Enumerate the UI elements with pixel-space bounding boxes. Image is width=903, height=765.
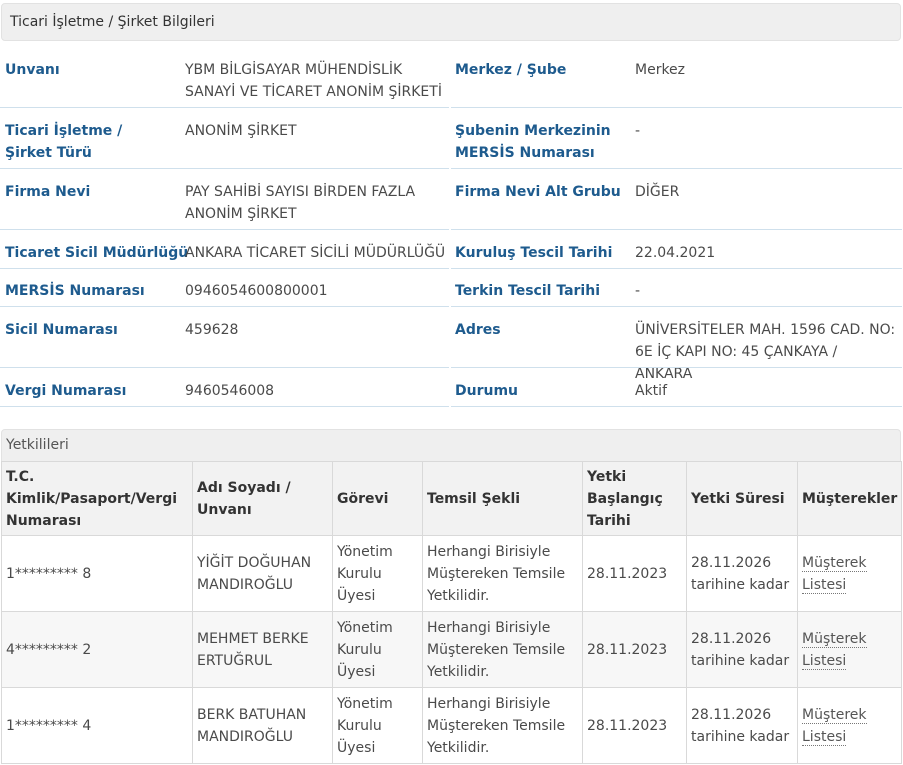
sube-mersis-label: Şubenin Merkezinin MERSİS Numarası	[455, 123, 611, 161]
table-row: 1********* 4 BERK BATUHAN MANDIROĞLU Yön…	[1, 687, 902, 764]
cell-duration: 28.11.2026 tarihine kadar	[686, 611, 798, 688]
firma-nevi-label: Firma Nevi	[5, 184, 91, 200]
mersis-label: MERSİS Numarası	[5, 283, 145, 299]
sicil-no-value: 459628	[185, 322, 239, 338]
divider	[0, 367, 449, 368]
durum-value: Aktif	[635, 383, 667, 399]
cell-musterekler: Müşterek Listesi	[797, 535, 902, 612]
sirket-turu-value: ANONİM ŞİRKET	[185, 123, 297, 139]
unvani-label: Unvanı	[5, 62, 60, 78]
authorized-table: T.C. Kimlik/Pasaport/Vergi Numarası Adı …	[1, 461, 902, 764]
unvani-value: YBM BİLGİSAYAR MÜHENDİSLİK SANAYİ VE TİC…	[185, 62, 442, 100]
sube-mersis-value: -	[635, 123, 641, 139]
firma-nevi-alt-value: DİĞER	[635, 184, 680, 200]
cell-role: Yönetim Kurulu Üyesi	[332, 611, 423, 688]
col-header-name: Adı Soyadı / Unvanı	[192, 461, 333, 536]
durum-label: Durumu	[455, 383, 519, 399]
cell-duration: 28.11.2026 tarihine kadar	[686, 687, 798, 764]
cell-musterekler: Müşterek Listesi	[797, 611, 902, 688]
vergi-label: Vergi Numarası	[5, 383, 127, 399]
cell-name: YİĞİT DOĞUHAN MANDIROĞLU	[192, 535, 333, 612]
adres-label: Adres	[455, 322, 501, 338]
adres-value: ÜNİVERSİTELER MAH. 1596 CAD. NO: 6E İÇ K…	[635, 322, 896, 382]
cell-role: Yönetim Kurulu Üyesi	[332, 687, 423, 764]
cell-temsil: Herhangi Birisiyle Müştereken Temsile Ye…	[422, 611, 583, 688]
sicil-no-label: Sicil Numarası	[5, 322, 118, 338]
divider	[0, 406, 449, 407]
terkin-label: Terkin Tescil Tarihi	[455, 283, 600, 299]
cell-id: 4********* 2	[1, 611, 193, 688]
firma-nevi-value: PAY SAHİBİ SAYISI BİRDEN FAZLA ANONİM Şİ…	[185, 184, 416, 222]
cell-name: BERK BATUHAN MANDIROĞLU	[192, 687, 333, 764]
cell-musterekler: Müşterek Listesi	[797, 687, 902, 764]
firma-nevi-alt-label: Firma Nevi Alt Grubu	[455, 184, 621, 200]
divider	[0, 107, 449, 108]
authorized-title: Yetkilileri	[1, 429, 901, 462]
merkez-sube-label: Merkez / Şube	[455, 62, 567, 78]
divider	[451, 406, 902, 407]
sirket-turu-label: Ticari İşletme / Şirket Türü	[5, 123, 123, 161]
col-header-duration: Yetki Süresi	[686, 461, 798, 536]
col-header-id: T.C. Kimlik/Pasaport/Vergi Numarası	[1, 461, 193, 536]
cell-id: 1********* 4	[1, 687, 193, 764]
col-header-musterekler: Müşterekler	[797, 461, 902, 536]
kurulus-label: Kuruluş Tescil Tarihi	[455, 245, 613, 261]
cell-duration: 28.11.2026 tarihine kadar	[686, 535, 798, 612]
divider	[451, 367, 902, 368]
cell-id: 1********* 8	[1, 535, 193, 612]
cell-name: MEHMET BERKE ERTUĞRUL	[192, 611, 333, 688]
divider	[451, 107, 902, 108]
cell-start: 28.11.2023	[582, 535, 687, 612]
divider	[451, 268, 902, 269]
sicil-mudurlugu-label: Ticaret Sicil Müdürlüğü	[5, 245, 189, 261]
divider	[451, 168, 902, 169]
col-header-start: Yetki Başlangıç Tarihi	[582, 461, 687, 536]
section-title: Ticari İşletme / Şirket Bilgileri	[1, 3, 901, 41]
musterek-listesi-link[interactable]: Müşterek Listesi	[802, 706, 867, 746]
musterek-listesi-link[interactable]: Müşterek Listesi	[802, 554, 867, 594]
divider	[0, 229, 449, 230]
merkez-sube-value: Merkez	[635, 62, 686, 78]
table-row: 1********* 8 YİĞİT DOĞUHAN MANDIROĞLU Yö…	[1, 535, 902, 612]
vergi-value: 9460546008	[185, 383, 275, 399]
table-row: 4********* 2 MEHMET BERKE ERTUĞRUL Yönet…	[1, 611, 902, 688]
sicil-mudurlugu-value: ANKARA TİCARET SİCİLİ MÜDÜRLÜĞÜ	[185, 245, 446, 261]
cell-temsil: Herhangi Birisiyle Müştereken Temsile Ye…	[422, 687, 583, 764]
col-header-temsil: Temsil Şekli	[422, 461, 583, 536]
mersis-value: 0946054600800001	[185, 283, 328, 299]
divider	[0, 268, 449, 269]
table-header-row: T.C. Kimlik/Pasaport/Vergi Numarası Adı …	[1, 461, 902, 536]
musterek-listesi-link[interactable]: Müşterek Listesi	[802, 630, 867, 670]
col-header-role: Görevi	[332, 461, 423, 536]
kurulus-value: 22.04.2021	[635, 245, 716, 261]
divider	[451, 306, 902, 307]
cell-role: Yönetim Kurulu Üyesi	[332, 535, 423, 612]
cell-temsil: Herhangi Birisiyle Müştereken Temsile Ye…	[422, 535, 583, 612]
divider	[0, 306, 449, 307]
terkin-value: -	[635, 283, 641, 299]
divider	[0, 168, 449, 169]
cell-start: 28.11.2023	[582, 611, 687, 688]
cell-start: 28.11.2023	[582, 687, 687, 764]
divider	[451, 229, 902, 230]
